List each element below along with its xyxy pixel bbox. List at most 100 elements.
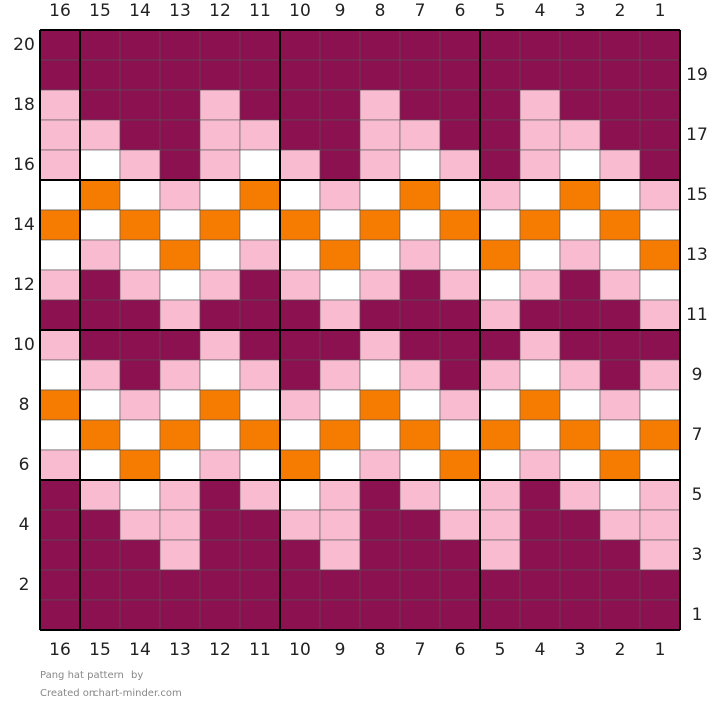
cell [39, 449, 81, 481]
row-label: 18 [13, 95, 35, 115]
cell [639, 599, 681, 631]
cell [479, 389, 521, 421]
cell [599, 359, 641, 391]
row-label: 15 [686, 185, 708, 205]
cell [279, 389, 321, 421]
cell [119, 299, 161, 331]
column-label: 2 [615, 640, 626, 660]
site-link[interactable]: chart-minder.com [93, 688, 182, 699]
cell [599, 299, 641, 331]
column-label: 11 [249, 1, 271, 21]
cell [599, 419, 641, 451]
cell [359, 299, 401, 331]
cell [559, 209, 601, 241]
cell [319, 569, 361, 601]
cell [319, 539, 361, 571]
cell [79, 389, 121, 421]
cell [399, 329, 441, 361]
column-label: 16 [49, 1, 71, 21]
cell [399, 119, 441, 151]
cell [639, 419, 681, 451]
cell [159, 359, 201, 391]
cell [319, 239, 361, 271]
cell [399, 299, 441, 331]
cell [79, 29, 121, 61]
cell [399, 209, 441, 241]
cell [239, 59, 281, 91]
cell [479, 239, 521, 271]
cell [39, 149, 81, 181]
cell [119, 239, 161, 271]
cell [399, 419, 441, 451]
cell [39, 479, 81, 511]
column-label: 7 [415, 1, 426, 21]
column-label: 7 [415, 640, 426, 660]
column-label: 6 [455, 1, 466, 21]
cell [559, 179, 601, 211]
cell [119, 89, 161, 121]
cell [319, 179, 361, 211]
cell [439, 119, 481, 151]
cell [79, 599, 121, 631]
cell [359, 479, 401, 511]
column-label: 12 [209, 640, 231, 660]
cell [479, 599, 521, 631]
row-label: 13 [686, 245, 708, 265]
cell [519, 119, 561, 151]
cell [439, 239, 481, 271]
cell [559, 299, 601, 331]
cell [599, 539, 641, 571]
cell [399, 389, 441, 421]
cell [439, 29, 481, 61]
cell [319, 59, 361, 91]
cell [319, 149, 361, 181]
cell [39, 29, 81, 61]
cell [639, 179, 681, 211]
cell [199, 329, 241, 361]
cell [239, 389, 281, 421]
cell [559, 509, 601, 541]
cell [599, 119, 641, 151]
cell [79, 119, 121, 151]
cell [319, 359, 361, 391]
cell [519, 269, 561, 301]
cell [519, 59, 561, 91]
cell [599, 479, 641, 511]
cell [519, 89, 561, 121]
cell [159, 269, 201, 301]
cell [199, 179, 241, 211]
cell [399, 479, 441, 511]
cell [599, 389, 641, 421]
cell [439, 149, 481, 181]
cell [319, 419, 361, 451]
column-label: 3 [575, 1, 586, 21]
cell [279, 419, 321, 451]
cell [319, 509, 361, 541]
cell [559, 449, 601, 481]
cell [119, 149, 161, 181]
cell [319, 479, 361, 511]
column-label: 13 [169, 640, 191, 660]
cell [599, 149, 641, 181]
cell [239, 149, 281, 181]
row-label: 2 [19, 575, 30, 595]
cell [39, 269, 81, 301]
cell [159, 179, 201, 211]
cell [279, 539, 321, 571]
cell [439, 479, 481, 511]
column-label: 10 [289, 640, 311, 660]
cell [239, 119, 281, 151]
cell [439, 359, 481, 391]
cell [479, 89, 521, 121]
cell [599, 89, 641, 121]
pattern-title: Pang hat pattern [40, 670, 124, 681]
cell [279, 299, 321, 331]
cell [599, 269, 641, 301]
cell [79, 239, 121, 271]
cell [559, 359, 601, 391]
cell [79, 359, 121, 391]
cell [359, 269, 401, 301]
cell [279, 89, 321, 121]
cell [239, 89, 281, 121]
cell [79, 299, 121, 331]
